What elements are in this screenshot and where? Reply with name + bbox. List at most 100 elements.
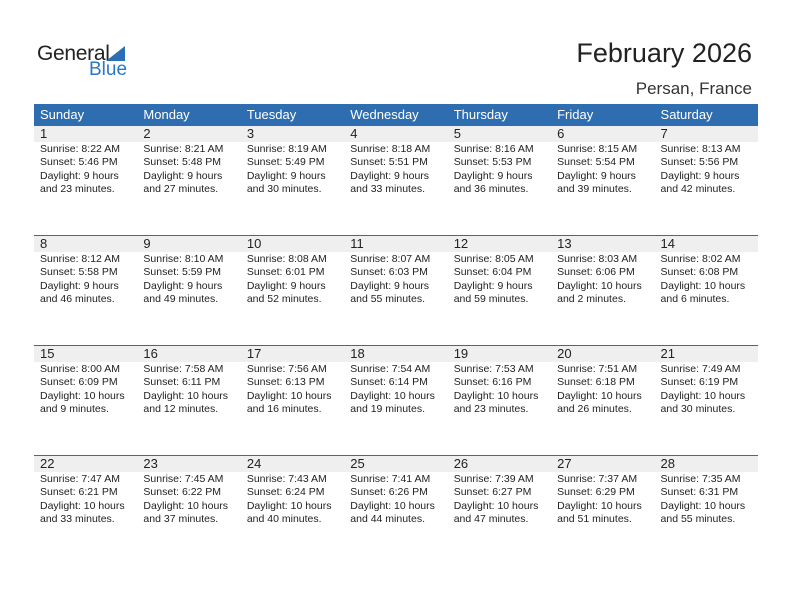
day-cell: 1 Sunrise: 8:22 AM Sunset: 5:46 PM Daylight…	[34, 126, 138, 197]
sunset-text: Sunset: 6:11 PM	[143, 376, 221, 389]
daylight-text: Daylight: 9 hours	[350, 169, 430, 182]
day-number: 24	[240, 456, 345, 472]
day-cell: 2 Sunrise: 8:21 AM Sunset: 5:48 PM Daylight…	[137, 126, 241, 197]
day-cell: 21 Sunrise: 7:49 AM Sunset: 6:19 PM Dayligh…	[654, 346, 758, 417]
day-number: 20	[551, 346, 655, 362]
day-cell: 9 Sunrise: 8:10 AM Sunset: 5:59 PM Daylight…	[137, 236, 241, 307]
day-number: 18	[344, 346, 448, 362]
sunset-text: Sunset: 6:09 PM	[40, 376, 118, 389]
day-number: 2	[137, 126, 241, 142]
minutes-text: and 12 minutes.	[143, 403, 219, 416]
minutes-text: and 9 minutes.	[40, 403, 109, 416]
day-cell: 20 Sunrise: 7:51 AM Sunset: 6:18 PM Dayligh…	[551, 346, 655, 417]
minutes-text: and 6 minutes.	[660, 293, 730, 306]
sunrise-text: Sunrise: 8:19 AM	[246, 143, 327, 155]
day-cell: 15 Sunrise: 8:00 AM Sunset: 6:09 PM Dayligh…	[34, 346, 138, 417]
day-number: 19	[447, 346, 552, 362]
day-cell: 18 Sunrise: 7:54 AM Sunset: 6:14 PM Dayligh…	[344, 346, 448, 417]
day-cell: 27 Sunrise: 7:37 AM Sunset: 6:29 PM Dayligh…	[551, 456, 655, 527]
daylight-text: Daylight: 9 hours	[40, 169, 119, 182]
sunset-text: Sunset: 6:04 PM	[453, 266, 532, 279]
sunset-text: Sunset: 6:16 PM	[453, 376, 532, 389]
day-cell: 3 Sunrise: 8:19 AM Sunset: 5:49 PM Daylight…	[240, 126, 345, 197]
minutes-text: and 27 minutes.	[143, 183, 219, 196]
day-cell: 11 Sunrise: 8:07 AM Sunset: 6:03 PM Dayligh…	[344, 236, 448, 307]
minutes-text: and 42 minutes.	[660, 183, 736, 196]
day-number: 11	[344, 236, 448, 252]
day-cell: 28 Sunrise: 7:35 AM Sunset: 6:31 PM Dayligh…	[654, 456, 758, 527]
sunset-text: Sunset: 6:26 PM	[350, 486, 428, 499]
daylight-text: Daylight: 10 hours	[557, 389, 642, 402]
minutes-text: and 44 minutes.	[350, 513, 425, 526]
day-cell: 25 Sunrise: 7:41 AM Sunset: 6:26 PM Dayligh…	[344, 456, 448, 527]
sunset-text: Sunset: 6:21 PM	[40, 486, 118, 499]
sunset-text: Sunset: 5:56 PM	[660, 156, 739, 169]
minutes-text: and 55 minutes.	[660, 513, 736, 526]
day-number: 7	[654, 126, 758, 142]
daylight-text: Daylight: 10 hours	[557, 499, 642, 512]
sunset-text: Sunset: 5:54 PM	[557, 156, 635, 169]
sunset-text: Sunset: 6:31 PM	[660, 486, 739, 499]
day-cell: 22 Sunrise: 7:47 AM Sunset: 6:21 PM Dayligh…	[34, 456, 138, 527]
logo-text-blue: Blue	[89, 59, 128, 80]
day-number: 22	[34, 456, 138, 472]
daylight-text: Daylight: 10 hours	[557, 279, 642, 292]
minutes-text: and 55 minutes.	[350, 293, 425, 306]
location: Persan, France	[635, 79, 752, 98]
sunrise-text: Sunrise: 8:13 AM	[660, 143, 741, 155]
minutes-text: and 33 minutes.	[40, 513, 115, 526]
sunset-text: Sunset: 6:14 PM	[350, 376, 428, 389]
sunset-text: Sunset: 6:22 PM	[143, 486, 222, 499]
daylight-text: Daylight: 9 hours	[40, 279, 119, 292]
daylight-text: Daylight: 9 hours	[453, 169, 533, 182]
daylight-text: Daylight: 10 hours	[143, 499, 229, 512]
sunset-text: Sunset: 5:49 PM	[246, 156, 325, 169]
minutes-text: and 51 minutes.	[557, 513, 632, 526]
day-number: 15	[34, 346, 138, 362]
logo-triangle-icon	[106, 46, 125, 61]
sunrise-text: Sunrise: 8:08 AM	[246, 253, 327, 265]
minutes-text: and 33 minutes.	[350, 183, 425, 196]
day-number: 26	[447, 456, 552, 472]
sunrise-text: Sunrise: 7:51 AM	[557, 363, 638, 375]
weekday-tuesday: Tuesday	[246, 107, 297, 122]
day-number: 6	[551, 126, 655, 142]
sunset-text: Sunset: 6:03 PM	[350, 266, 428, 279]
day-number: 14	[654, 236, 758, 252]
sunset-text: Sunset: 6:13 PM	[246, 376, 325, 389]
daylight-text: Daylight: 9 hours	[143, 169, 223, 182]
day-cell: 24 Sunrise: 7:43 AM Sunset: 6:24 PM Dayligh…	[240, 456, 345, 527]
sunrise-text: Sunrise: 8:03 AM	[557, 253, 638, 265]
minutes-text: and 30 minutes.	[246, 183, 322, 196]
sunset-text: Sunset: 6:29 PM	[557, 486, 635, 499]
sunrise-text: Sunrise: 8:02 AM	[660, 253, 741, 265]
day-number: 21	[654, 346, 758, 362]
minutes-text: and 36 minutes.	[453, 183, 529, 196]
daylight-text: Daylight: 10 hours	[660, 499, 746, 512]
day-cell: 17 Sunrise: 7:56 AM Sunset: 6:13 PM Dayligh…	[240, 346, 345, 417]
weekday-friday: Friday	[557, 107, 594, 122]
sunrise-text: Sunrise: 7:54 AM	[350, 363, 431, 375]
weekday-monday: Monday	[143, 107, 190, 122]
sunset-text: Sunset: 6:24 PM	[246, 486, 325, 499]
minutes-text: and 46 minutes.	[40, 293, 115, 306]
day-number: 3	[240, 126, 345, 142]
day-number: 9	[137, 236, 241, 252]
sunrise-text: Sunrise: 7:58 AM	[143, 363, 224, 375]
sunset-text: Sunset: 6:08 PM	[660, 266, 739, 279]
minutes-text: and 37 minutes.	[143, 513, 219, 526]
day-cell: 10 Sunrise: 8:08 AM Sunset: 6:01 PM Dayligh…	[240, 236, 345, 307]
sunrise-text: Sunrise: 7:37 AM	[557, 473, 638, 485]
daylight-text: Daylight: 9 hours	[246, 279, 326, 292]
sunset-text: Sunset: 6:27 PM	[453, 486, 532, 499]
weekday-wednesday: Wednesday	[350, 107, 419, 122]
day-cell: 26 Sunrise: 7:39 AM Sunset: 6:27 PM Dayligh…	[447, 456, 552, 527]
weekday-thursday: Thursday	[453, 107, 508, 122]
sunrise-text: Sunrise: 7:53 AM	[453, 363, 534, 375]
sunrise-text: Sunrise: 8:16 AM	[453, 143, 534, 155]
sunset-text: Sunset: 5:58 PM	[40, 266, 118, 279]
day-cell: 23 Sunrise: 7:45 AM Sunset: 6:22 PM Dayligh…	[137, 456, 241, 527]
minutes-text: and 47 minutes.	[453, 513, 529, 526]
day-number: 28	[654, 456, 758, 472]
day-cell: 8 Sunrise: 8:12 AM Sunset: 5:58 PM Daylight…	[34, 236, 138, 307]
